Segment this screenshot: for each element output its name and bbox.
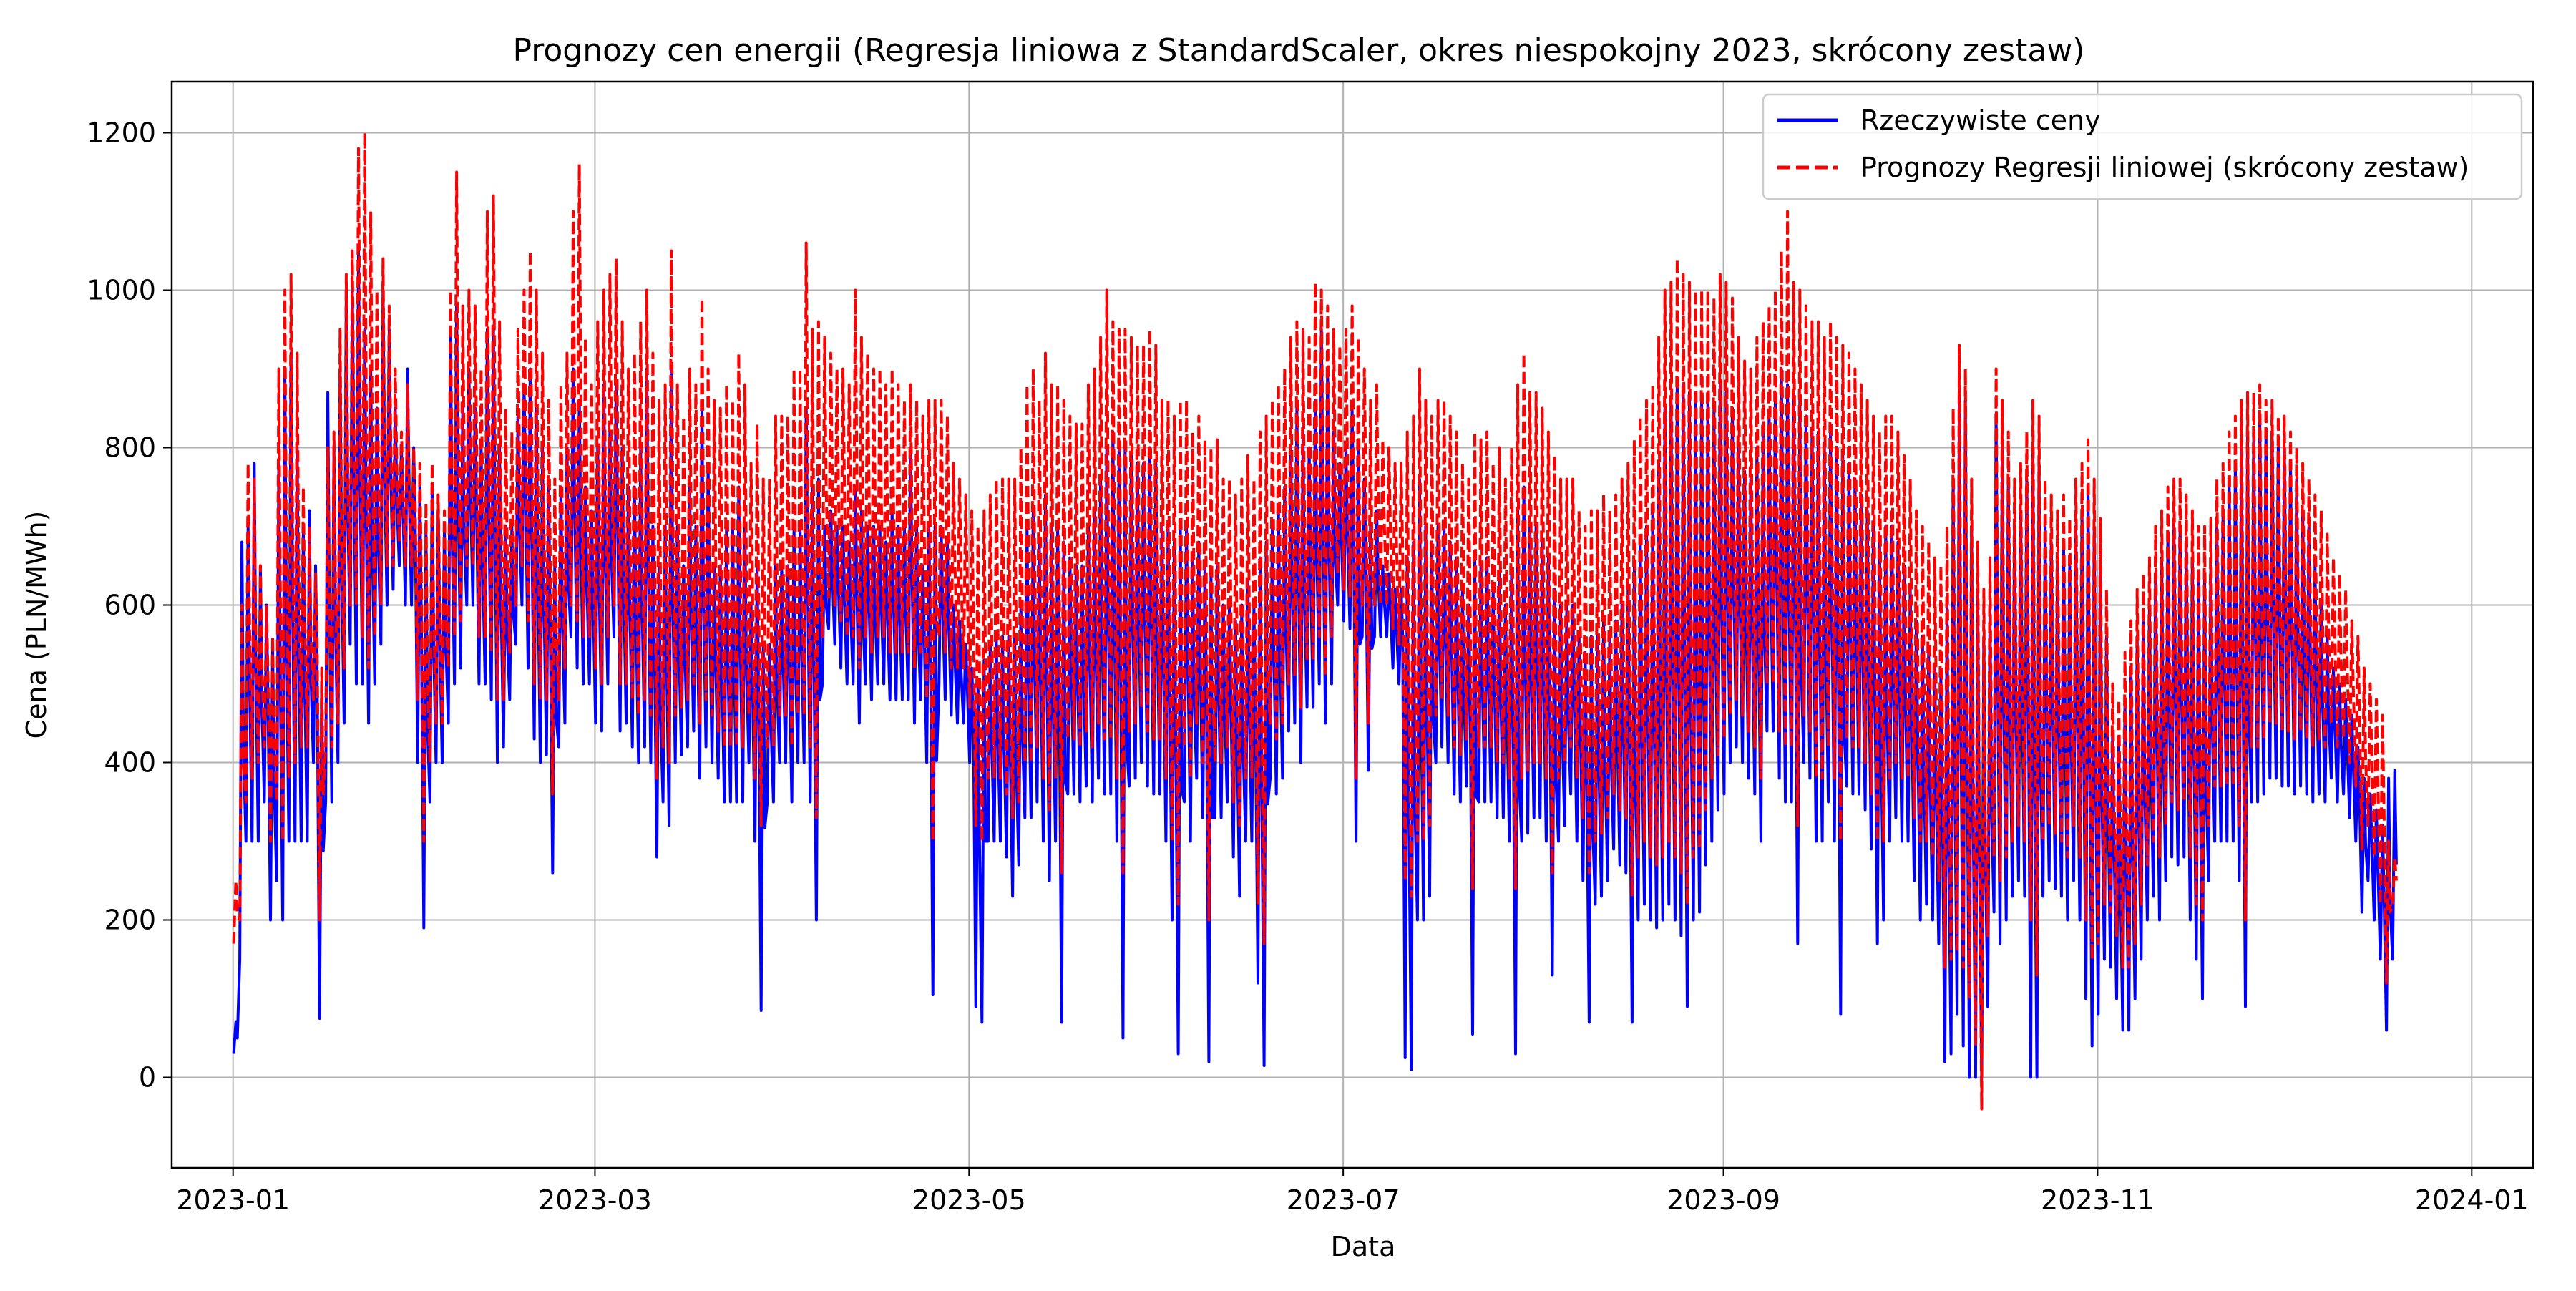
x-tick-label: 2023-09 <box>1667 1184 1780 1216</box>
x-tick-label: 2023-01 <box>176 1184 290 1216</box>
x-axis-label: Data <box>1331 1231 1396 1262</box>
y-axis-label: Cena (PLN/MWh) <box>21 511 52 739</box>
x-axis-ticks: 2023-01 2023-03 2023-05 2023-07 2023-09 2023-… <box>176 1168 2529 1216</box>
y-tick-label: 0 <box>139 1062 156 1093</box>
y-tick-label: 1200 <box>87 117 156 149</box>
y-tick-label: 400 <box>104 747 156 779</box>
x-tick-label: 2023-11 <box>2041 1184 2155 1216</box>
x-tick-label: 2023-05 <box>912 1184 1026 1216</box>
legend-box <box>1762 93 2523 200</box>
x-tick-label: 2024-01 <box>2415 1184 2529 1216</box>
legend: Rzeczywiste ceny Prognozy Regresji linio… <box>1762 93 2523 200</box>
x-tick-label: 2023-07 <box>1287 1184 1400 1216</box>
plot-frame <box>170 80 2534 1169</box>
series-line-1 <box>232 131 2398 1111</box>
x-tick-label: 2023-03 <box>538 1184 652 1216</box>
y-tick-label: 600 <box>104 590 156 621</box>
y-axis-ticks: 0 200 400 600 800 1000 1200 <box>87 117 172 1093</box>
legend-label-actual: Rzeczywiste ceny <box>1860 104 2101 136</box>
plot-series <box>232 131 2398 1111</box>
legend-label-forecast: Prognozy Regresji liniowej (skrócony zes… <box>1860 152 2469 183</box>
y-tick-label: 200 <box>104 905 156 936</box>
chart-title: Prognozy cen energii (Regresja liniowa z… <box>513 32 2085 69</box>
y-tick-label: 1000 <box>87 275 156 306</box>
y-tick-label: 800 <box>104 432 156 464</box>
